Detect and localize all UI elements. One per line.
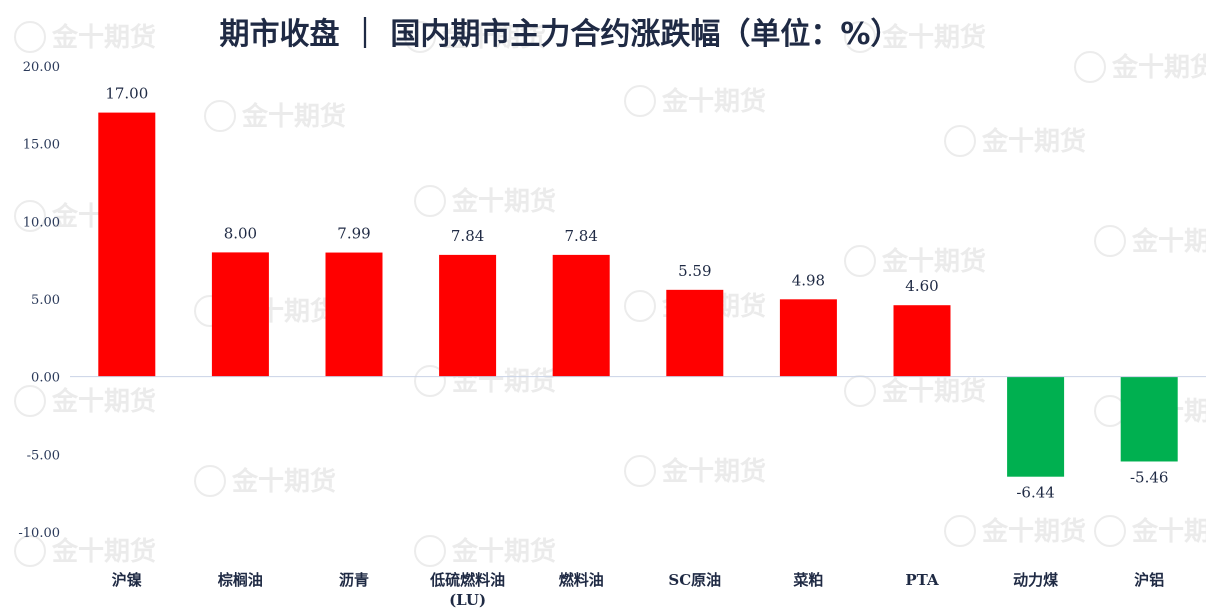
value-label: 4.60 — [905, 277, 938, 295]
svg-text:金十期货: 金十期货 — [981, 516, 1086, 547]
value-label: 7.99 — [337, 225, 370, 243]
category-label: 沥青 — [339, 571, 369, 589]
watermark: 金十期货 — [194, 465, 336, 497]
bar — [439, 254, 497, 377]
category-label: 低硫燃料油(LU) — [429, 571, 505, 609]
watermark: 金十期货 — [844, 21, 986, 53]
y-tick-label: 5.00 — [31, 293, 60, 308]
watermark: 金十期货 — [404, 21, 546, 53]
svg-text:金十期货: 金十期货 — [51, 536, 156, 567]
svg-text:金十期货: 金十期货 — [231, 466, 336, 497]
watermark: 金十期货 — [624, 85, 766, 117]
svg-text:金十期货: 金十期货 — [451, 536, 556, 567]
watermark: 金十期货 — [14, 385, 156, 417]
watermark: 金十期货 — [414, 535, 556, 567]
watermark: 金十期货 — [14, 535, 156, 567]
value-label: 5.59 — [678, 262, 711, 280]
watermark: 金十期货 — [1094, 225, 1206, 257]
category-label: 沪铝 — [1134, 571, 1164, 589]
category-label: 沪镍 — [112, 571, 142, 589]
watermark: 金十期货 — [1094, 515, 1206, 547]
x-axis-labels: 沪镍 棕榈油 沥青 低硫燃料油(LU) 燃料油 SC原油 菜粕 PTA 动力煤 沪铝 — [112, 571, 1164, 609]
bar — [893, 305, 951, 377]
watermark: 金十期货 — [624, 455, 766, 487]
value-label: 8.00 — [224, 224, 257, 242]
y-tick-label: 10.00 — [23, 215, 60, 230]
value-label: -6.44 — [1016, 484, 1054, 502]
y-tick-label: 15.00 — [23, 138, 60, 153]
svg-text:金十期货: 金十期货 — [1131, 226, 1206, 257]
svg-text:金十期货: 金十期货 — [881, 246, 986, 277]
svg-text:金十期货: 金十期货 — [1111, 52, 1206, 83]
svg-text:金十期货: 金十期货 — [241, 101, 346, 132]
bar — [211, 252, 269, 377]
bar — [1007, 376, 1065, 477]
svg-text:金十期货: 金十期货 — [881, 376, 986, 407]
svg-text:金十期货: 金十期货 — [661, 456, 766, 487]
svg-text:金十期货: 金十期货 — [441, 22, 546, 53]
svg-text:金十期货: 金十期货 — [51, 386, 156, 417]
category-label: SC原油 — [668, 571, 721, 589]
y-tick-label: -5.00 — [27, 448, 60, 463]
svg-text:金十期货: 金十期货 — [881, 22, 986, 53]
category-label: 动力煤 — [1013, 571, 1058, 589]
watermark: 金十期货 — [944, 125, 1086, 157]
category-label: 菜粕 — [792, 571, 823, 589]
bar — [666, 289, 724, 377]
svg-text:金十期货: 金十期货 — [1131, 516, 1206, 547]
watermark: 金十期货 — [414, 185, 556, 217]
value-labels: 17.00 8.00 7.99 7.84 7.84 5.59 4.98 4.60 -6.44 -5… — [105, 85, 1168, 502]
category-label: 棕榈油 — [218, 571, 263, 589]
value-label: 7.84 — [451, 227, 484, 245]
chart-title: 期市收盘 ｜ 国内期市主力合约涨跌幅（单位：%） — [220, 17, 901, 52]
value-label: -5.46 — [1130, 468, 1168, 486]
watermark: 金十期货 — [944, 515, 1086, 547]
svg-text:金十期货: 金十期货 — [451, 186, 556, 217]
bar — [779, 299, 837, 377]
watermark: 金十期货 — [204, 100, 346, 132]
y-axis: 20.00 15.00 10.00 5.00 0.00 -5.00 -10.00 — [18, 60, 60, 541]
svg-text:金十期货: 金十期货 — [981, 126, 1086, 157]
watermark: 金十期货 — [14, 21, 156, 53]
svg-text:金十期货: 金十期货 — [661, 86, 766, 117]
value-label: 7.84 — [564, 227, 597, 245]
value-label: 4.98 — [792, 271, 825, 289]
bar — [325, 252, 383, 377]
watermark-layer: 金十期货金十期货金十期货金十期货金十期货金十期货金十期货金十期货金十期货金十期货… — [14, 21, 1206, 567]
svg-text:金十期货: 金十期货 — [51, 22, 156, 53]
y-tick-label: 0.00 — [31, 371, 60, 386]
watermark: 金十期货 — [844, 245, 986, 277]
bar — [552, 254, 610, 377]
value-label: 17.00 — [105, 85, 148, 103]
category-label: PTA — [905, 571, 939, 589]
category-label: 燃料油 — [559, 571, 604, 589]
bar — [1120, 376, 1178, 462]
watermark: 金十期货 — [1074, 51, 1206, 83]
bars — [98, 112, 1178, 477]
y-tick-label: 20.00 — [23, 60, 60, 75]
bar — [98, 112, 156, 377]
y-tick-label: -10.00 — [18, 526, 60, 541]
watermark: 金十期货 — [414, 365, 556, 397]
watermark: 金十期货 — [844, 375, 986, 407]
